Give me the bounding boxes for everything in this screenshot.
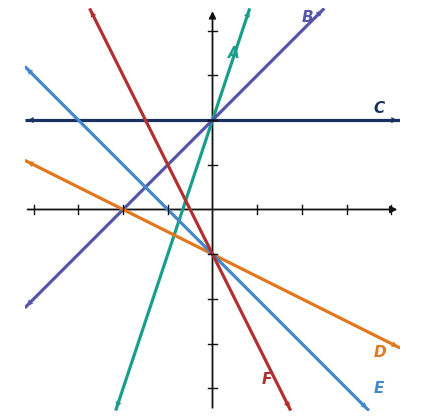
- Text: E: E: [374, 381, 384, 396]
- Text: B: B: [302, 10, 314, 25]
- Text: A: A: [228, 46, 240, 61]
- Text: F: F: [262, 372, 272, 387]
- Text: C: C: [374, 101, 385, 116]
- Text: D: D: [374, 345, 386, 360]
